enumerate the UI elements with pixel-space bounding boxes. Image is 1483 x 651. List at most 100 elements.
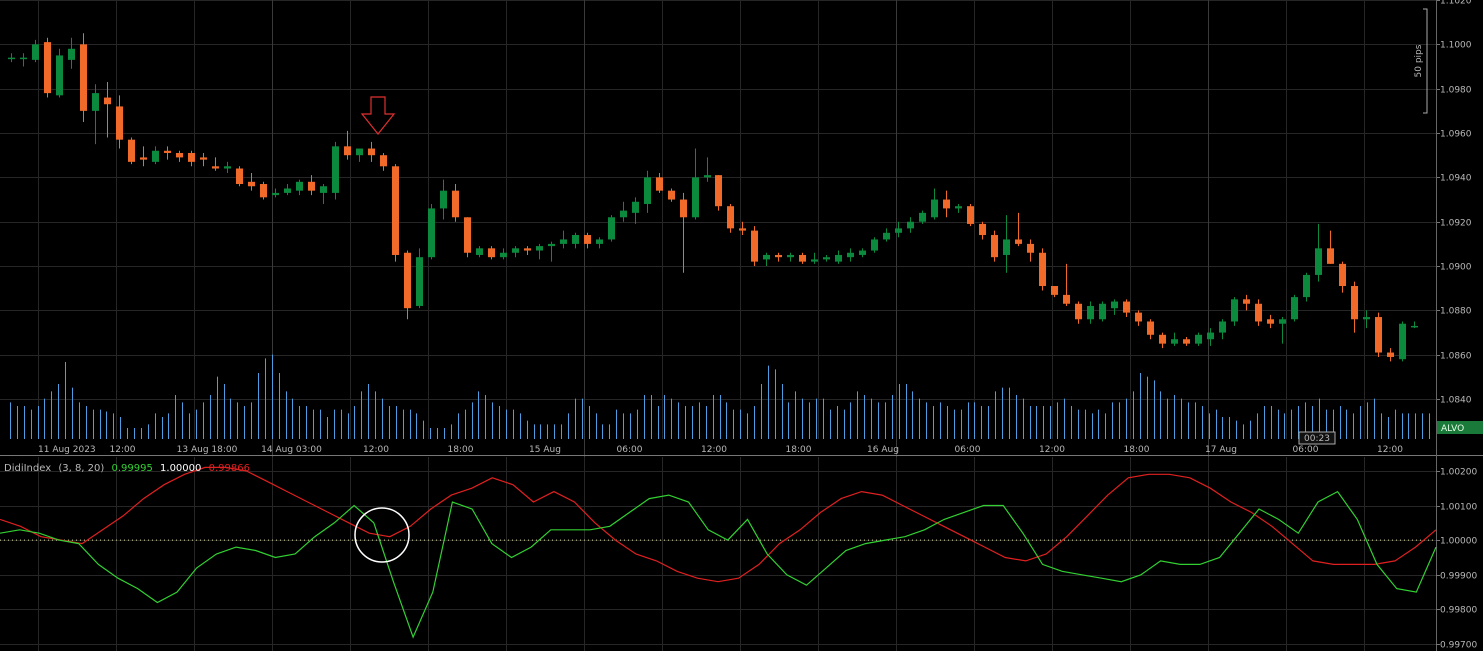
indicator-params: (3, 8, 20) xyxy=(58,463,104,474)
candle-bear xyxy=(668,190,675,200)
indicator-tick-label: 0.99900 xyxy=(1440,572,1477,582)
candle-timer: 00:23 xyxy=(1298,431,1336,445)
indicator-tick-label: 1.00100 xyxy=(1440,503,1477,513)
candle-bear xyxy=(1267,319,1274,324)
candle-bull xyxy=(416,257,423,306)
candle-bull xyxy=(823,257,830,260)
symbol-tag[interactable]: ALVO xyxy=(1437,421,1483,434)
time-axis-labels: 11 Aug 2023 12:00 13 Aug 18:00 14 Aug 03:00… xyxy=(38,445,1403,455)
candle-bear xyxy=(368,148,375,156)
candle-bull xyxy=(632,201,639,213)
candle-bull xyxy=(811,259,818,262)
candle-bull xyxy=(548,243,555,247)
time-tick-label: 12:00 xyxy=(363,445,389,455)
candle-bull xyxy=(284,188,291,193)
candle-bull xyxy=(907,221,914,229)
candle-bear xyxy=(404,252,411,309)
candle-bull xyxy=(512,248,519,253)
candle-bull xyxy=(1207,332,1214,340)
candle-bull xyxy=(500,252,507,258)
candle-bull xyxy=(1171,339,1178,344)
candle-bull xyxy=(1399,323,1406,360)
candle-bear xyxy=(1039,252,1046,287)
candle-bear xyxy=(236,168,243,185)
time-tick-label: 18:00 xyxy=(448,445,474,455)
candle-bull xyxy=(224,166,231,169)
candle-bull xyxy=(272,192,279,196)
time-tick-label: 06:00 xyxy=(617,445,643,455)
candle-bear xyxy=(967,206,974,224)
candle-bear xyxy=(164,150,171,153)
price-tick-label: 1.0860 xyxy=(1440,352,1472,362)
candle-bear xyxy=(991,235,998,258)
candle-bear xyxy=(392,166,399,255)
candle-bear xyxy=(715,175,722,207)
price-tick-label: 1.1000 xyxy=(1440,41,1472,51)
time-tick-label: 12:00 xyxy=(1377,445,1403,455)
candle-bull xyxy=(320,186,327,193)
price-tick-label: 1.0940 xyxy=(1440,174,1472,184)
candle-bear xyxy=(680,199,687,218)
candle-bull xyxy=(20,57,27,60)
candle-bear xyxy=(44,42,51,94)
time-tick-label: 17 Aug xyxy=(1205,445,1237,455)
candle-bull xyxy=(536,246,543,251)
candle-bull xyxy=(1315,248,1322,275)
candle-bear xyxy=(739,228,746,231)
candle-bear xyxy=(1051,286,1058,295)
candle-bear xyxy=(1075,303,1082,320)
price-tick-label: 1.0980 xyxy=(1440,86,1472,96)
candle-bear xyxy=(656,177,663,191)
candle-bull xyxy=(955,206,962,209)
candle-bull xyxy=(428,208,435,258)
candle-bear xyxy=(212,166,219,169)
indicator-tick-label: 1.00200 xyxy=(1440,468,1477,478)
candle-bear xyxy=(1375,317,1382,353)
indicator-legend: DidiIndex (3, 8, 20) 0.99995 1.00000 0.9… xyxy=(4,463,250,474)
price-tick-label: 1.0900 xyxy=(1440,263,1472,273)
candle-bull xyxy=(1279,319,1286,324)
time-tick-label: 06:00 xyxy=(955,445,981,455)
indicator-name: DidiIndex xyxy=(4,463,51,474)
candle-bull xyxy=(644,177,651,204)
candle-bull xyxy=(68,48,75,60)
candle-bear xyxy=(200,157,207,160)
pip-scale-label: 50 pips xyxy=(1414,44,1424,77)
volume-bars xyxy=(10,354,1430,439)
pip-scale-bracket: 50 pips xyxy=(1414,8,1428,114)
candle-bull xyxy=(476,248,483,255)
time-tick-label: 16 Aug xyxy=(867,445,899,455)
time-tick-label: 15 Aug xyxy=(529,445,561,455)
candle-bear xyxy=(1015,239,1022,244)
candle-bull xyxy=(1411,325,1418,328)
candle-bear xyxy=(308,181,315,191)
candle-bear xyxy=(248,181,255,187)
candle-bull xyxy=(596,239,603,244)
candle-bull xyxy=(332,146,339,193)
candle-bull xyxy=(152,150,159,162)
down-arrow-icon xyxy=(360,96,396,135)
candle-bull xyxy=(56,55,63,96)
price-tick-label: 1.0880 xyxy=(1440,307,1472,317)
candles xyxy=(8,33,1418,362)
candle-bull xyxy=(859,250,866,255)
time-tick-label: 18:00 xyxy=(786,445,812,455)
indicator-tick-label: 1.00000 xyxy=(1440,537,1477,547)
indicator-value-fast: 0.99995 xyxy=(111,463,152,474)
symbol-tag-label: ALVO xyxy=(1441,424,1464,434)
candle-bear xyxy=(1339,263,1346,287)
indicator-panel[interactable]: 1.00200 1.00100 1.00000 0.99900 0.99800 0.997… xyxy=(0,457,1477,651)
candle-bull xyxy=(572,235,579,244)
candle-bear xyxy=(80,44,87,111)
price-tick-label: 1.1020 xyxy=(1440,0,1472,7)
didi-slow-line xyxy=(0,466,1437,583)
candle-bear xyxy=(128,139,135,162)
candle-bear xyxy=(751,230,758,262)
candle-bear xyxy=(104,97,111,105)
candle-bear xyxy=(1327,248,1334,264)
candle-bull xyxy=(296,181,303,191)
candle-bull xyxy=(931,199,938,218)
